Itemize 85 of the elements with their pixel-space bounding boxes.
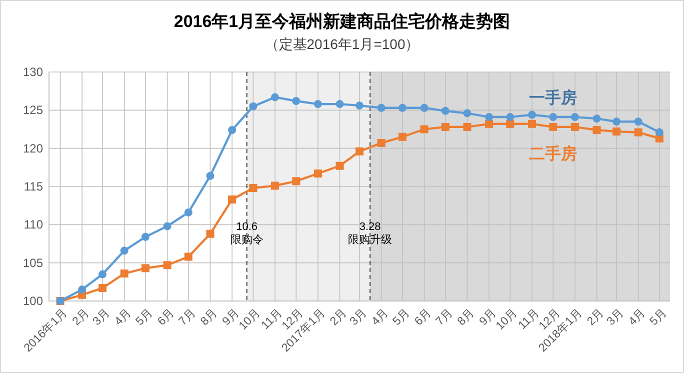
x-tick-label: 7月 (433, 306, 456, 328)
point (206, 230, 214, 238)
x-tick-label: 2月 (584, 306, 607, 328)
x-tick-label: 5月 (133, 306, 156, 328)
point (506, 120, 514, 128)
point (120, 270, 128, 278)
point (570, 122, 579, 131)
point (78, 286, 86, 294)
point (655, 128, 664, 136)
point (228, 126, 236, 134)
y-tick-label: 130 (22, 65, 44, 79)
point (549, 113, 558, 122)
point (356, 102, 364, 110)
point (184, 208, 192, 216)
point (612, 128, 620, 136)
ref-line-label: 3.28 限购升级 (348, 221, 392, 246)
ref-line-label: 10.6 限购令 (230, 221, 264, 246)
point (336, 162, 344, 170)
point (141, 264, 150, 272)
point (206, 172, 214, 180)
chart-title: 2016年1月至今福州新建商品住宅价格走势图 (174, 12, 510, 31)
point (249, 184, 258, 192)
x-tick-label: 7月 (176, 306, 198, 328)
y-tick-label: 100 (22, 294, 44, 308)
point (98, 270, 107, 278)
x-tick-label: 5月 (647, 306, 670, 328)
y-tick-label: 120 (22, 141, 44, 156)
x-tick-label: 3月 (604, 306, 626, 328)
x-tick-label: 4月 (369, 306, 392, 328)
chart-subtitle: （定基2016年1月=100） (264, 36, 420, 52)
point (463, 122, 472, 131)
x-tick-label: 6月 (155, 306, 178, 328)
x-tick-label: 4月 (112, 306, 134, 328)
x-tick-label: 8月 (198, 306, 220, 328)
point (228, 195, 236, 204)
point (377, 138, 386, 147)
point (441, 106, 450, 115)
point (592, 114, 601, 123)
x-tick-label: 3月 (90, 306, 112, 328)
point (336, 100, 344, 108)
x-tick-label: 5月 (390, 306, 412, 328)
point (249, 102, 258, 110)
x-tick-label: 8月 (454, 306, 478, 328)
point (398, 104, 406, 112)
x-tick-label: 6月 (412, 306, 434, 328)
point (292, 97, 300, 106)
point (398, 132, 406, 141)
series-label: 一手房 (529, 88, 578, 108)
point (314, 170, 322, 178)
point (141, 232, 150, 241)
point (356, 147, 364, 156)
point (420, 104, 428, 112)
point (98, 284, 107, 292)
point (506, 113, 514, 122)
point (120, 246, 128, 255)
x-tick-label: 2月 (328, 306, 350, 328)
x-tick-label: 2月 (70, 306, 92, 328)
point (570, 113, 579, 122)
point (163, 261, 172, 270)
point (292, 177, 300, 186)
y-tick-label: 125 (22, 103, 44, 118)
y-tick-label: 110 (24, 218, 44, 232)
point (271, 182, 280, 190)
series-label: 二手房 (529, 144, 578, 163)
point (528, 120, 536, 128)
point (634, 118, 642, 126)
x-tick-label: 3月 (347, 306, 370, 328)
point (485, 113, 494, 122)
point (634, 128, 642, 136)
point (420, 125, 428, 134)
point (163, 222, 172, 230)
point (592, 126, 601, 134)
y-tick-label: 105 (22, 256, 44, 270)
y-tick-label: 115 (24, 180, 44, 194)
point (377, 104, 386, 112)
point (528, 110, 536, 119)
point (271, 93, 280, 102)
point (549, 122, 558, 131)
point (314, 100, 322, 108)
point (463, 109, 472, 118)
x-tick-label: 4月 (626, 306, 648, 328)
point (184, 252, 192, 261)
point (612, 118, 620, 126)
point (441, 122, 450, 131)
point (485, 120, 494, 128)
